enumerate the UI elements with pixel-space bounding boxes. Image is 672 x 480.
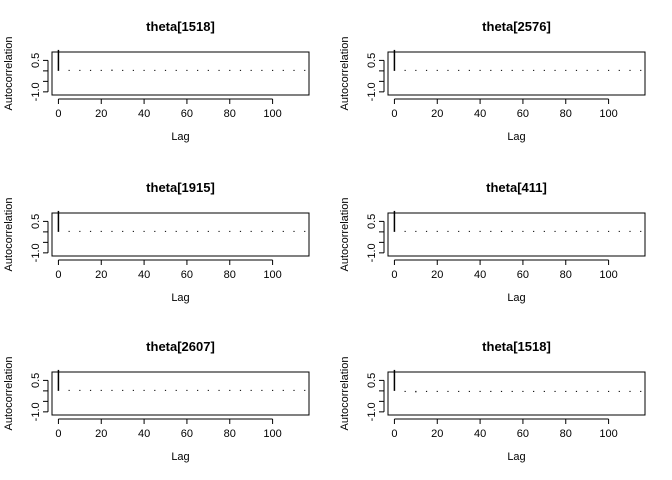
acf-panel: theta[2576] 0 20 40 60 80 100 -1.0 0.5 Lag Autocor…: [339, 19, 646, 143]
x-tick-label: 60: [181, 428, 193, 440]
y-tick-label: -1.0: [30, 402, 42, 421]
x-tick-label: 100: [263, 108, 281, 120]
x-tick-label: 80: [224, 108, 236, 120]
y-tick-label: 0.5: [30, 214, 42, 229]
x-tick-label: 40: [474, 269, 486, 281]
y-tick-label: 0.5: [30, 53, 42, 68]
panel-title: theta[1915]: [146, 180, 215, 195]
x-tick-label: 20: [95, 428, 107, 440]
y-tick-label: 0.5: [366, 214, 378, 229]
y-tick-label: -1.0: [366, 82, 378, 101]
x-tick-label: 0: [55, 269, 61, 281]
x-tick-label: 80: [560, 269, 572, 281]
x-tick-label: 100: [263, 269, 281, 281]
x-tick-label: 40: [138, 428, 150, 440]
panel-title: theta[2576]: [482, 19, 551, 34]
y-tick-label: -1.0: [30, 243, 42, 262]
x-tick-label: 80: [560, 108, 572, 120]
panel-title: theta[1518]: [146, 19, 215, 34]
x-tick-label: 60: [517, 108, 529, 120]
x-tick-label: 20: [431, 108, 443, 120]
panel-title: theta[2607]: [146, 339, 215, 354]
acf-panel: theta[1518] 0 20 40 60 80 100 -1.0 0.5 Lag Autocor…: [339, 339, 646, 463]
plot-frame: [387, 51, 646, 96]
x-tick-label: 20: [431, 428, 443, 440]
x-tick-label: 60: [517, 269, 529, 281]
x-tick-label: 0: [55, 108, 61, 120]
x-tick-label: 60: [181, 108, 193, 120]
y-tick-label: -1.0: [30, 82, 42, 101]
acf-panel: theta[1915] 0 20 40 60 80 100 -1.0 0.5 Lag Autocor…: [3, 180, 310, 304]
x-tick-label: 0: [391, 269, 397, 281]
y-tick-label: 0.5: [366, 373, 378, 388]
x-tick-label: 100: [599, 269, 617, 281]
x-tick-label: 0: [391, 108, 397, 120]
y-tick-label: -1.0: [366, 402, 378, 421]
plot-frame: [51, 212, 310, 257]
x-tick-label: 40: [138, 108, 150, 120]
x-tick-label: 20: [95, 108, 107, 120]
x-tick-label: 0: [391, 428, 397, 440]
y-axis-label: Autocorrelation: [3, 357, 15, 431]
x-tick-label: 40: [138, 269, 150, 281]
x-axis-label: Lag: [171, 292, 189, 304]
x-tick-label: 80: [224, 269, 236, 281]
plot-frame: [387, 371, 646, 416]
x-tick-label: 40: [474, 428, 486, 440]
x-tick-label: 80: [224, 428, 236, 440]
y-axis-label: Autocorrelation: [339, 357, 351, 431]
y-tick-label: 0.5: [366, 53, 378, 68]
x-tick-label: 60: [181, 269, 193, 281]
acf-panel: theta[411] 0 20 40 60 80 100 -1.0 0.5 Lag Autocorr…: [339, 180, 646, 304]
acf-panel: theta[1518] 0 20 40 60 80 100 -1.0 0.5 Lag Autocor…: [3, 19, 310, 143]
x-tick-label: 40: [474, 108, 486, 120]
x-axis-label: Lag: [171, 131, 189, 143]
plot-frame: [387, 212, 646, 257]
x-tick-label: 100: [599, 108, 617, 120]
y-axis-label: Autocorrelation: [3, 37, 15, 111]
x-tick-label: 20: [95, 269, 107, 281]
x-tick-label: 80: [560, 428, 572, 440]
panel-title: theta[411]: [486, 180, 547, 195]
x-tick-label: 100: [599, 428, 617, 440]
y-axis-label: Autocorrelation: [339, 37, 351, 111]
x-tick-label: 60: [517, 428, 529, 440]
plot-frame: [51, 51, 310, 96]
x-axis-label: Lag: [507, 292, 525, 304]
panel-title: theta[1518]: [482, 339, 551, 354]
x-axis-label: Lag: [171, 451, 189, 463]
acf-panel: theta[2607] 0 20 40 60 80 100 -1.0 0.5 Lag Autocor…: [3, 339, 310, 463]
x-axis-label: Lag: [507, 451, 525, 463]
plot-frame: [51, 371, 310, 416]
y-axis-label: Autocorrelation: [3, 198, 15, 272]
y-tick-label: 0.5: [30, 373, 42, 388]
x-tick-label: 100: [263, 428, 281, 440]
y-tick-label: -1.0: [366, 243, 378, 262]
x-tick-label: 20: [431, 269, 443, 281]
x-axis-label: Lag: [507, 131, 525, 143]
x-tick-label: 0: [55, 428, 61, 440]
y-axis-label: Autocorrelation: [339, 198, 351, 272]
